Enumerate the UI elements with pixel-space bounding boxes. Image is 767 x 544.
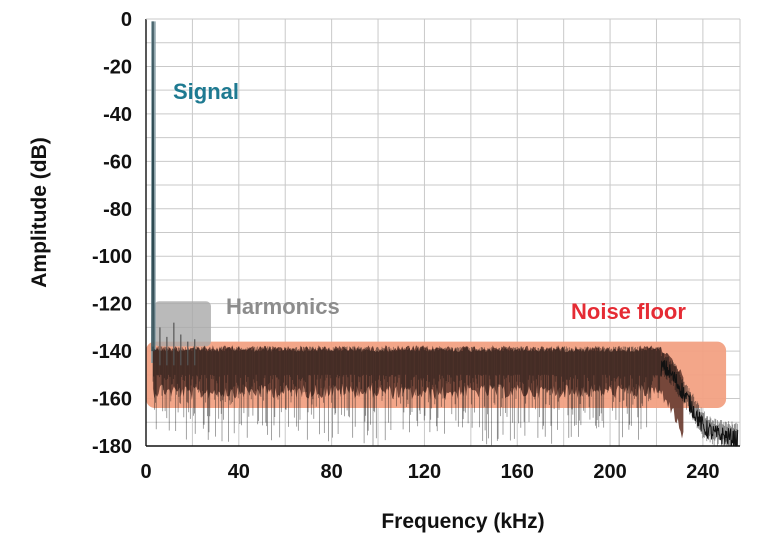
y-tick-label: -60 xyxy=(103,151,132,173)
x-tick-label: 40 xyxy=(228,461,250,483)
signal-peak xyxy=(151,21,155,352)
spectrum-spikes xyxy=(152,346,739,446)
y-tick-label: -100 xyxy=(92,246,132,268)
x-tick-label: 240 xyxy=(686,461,719,483)
y-tick-label: -140 xyxy=(92,341,132,363)
axes xyxy=(145,18,740,447)
y-tick-label: 0 xyxy=(121,9,132,31)
x-axis-title: Frequency (kHz) xyxy=(381,510,544,533)
labels: Frequency (kHz) Amplitude (dB) Signal Harmo… xyxy=(28,79,686,533)
annotation-noise-floor: Noise floor xyxy=(571,299,686,324)
y-tick-label: -180 xyxy=(92,436,132,458)
y-tick-label: -20 xyxy=(103,56,132,78)
x-tick-label: 0 xyxy=(140,461,151,483)
rolloff-trace xyxy=(660,359,739,447)
annotation-harmonics: Harmonics xyxy=(226,294,340,319)
harmonics-band xyxy=(154,301,211,347)
tick-labels: 0 -20 -40 -60 -80 -100 -120 -140 -160 -180 0 40 80 12… xyxy=(92,9,720,483)
x-tick-label: 120 xyxy=(408,461,441,483)
spectrum-trace xyxy=(151,21,739,447)
y-axis-title: Amplitude (dB) xyxy=(28,137,51,287)
y-tick-label: -120 xyxy=(92,294,132,316)
x-tick-label: 200 xyxy=(593,461,626,483)
x-tick-label: 160 xyxy=(501,461,534,483)
y-tick-label: -80 xyxy=(103,199,132,221)
annotation-signal: Signal xyxy=(173,79,239,104)
x-tick-label: 80 xyxy=(321,461,343,483)
y-tick-label: -40 xyxy=(103,104,132,126)
y-tick-label: -160 xyxy=(92,389,132,411)
